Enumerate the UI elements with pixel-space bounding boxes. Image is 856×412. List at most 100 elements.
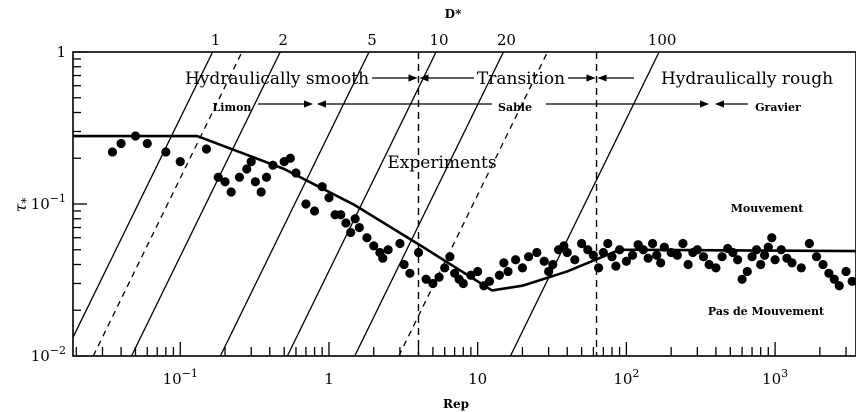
- experiment-point: [692, 245, 702, 255]
- experiment-point: [142, 138, 152, 149]
- experiment-point: [767, 233, 777, 243]
- experiment-point: [428, 278, 438, 289]
- label-mouvement: Mouvement: [731, 202, 805, 215]
- d-star-tick-label: 1: [211, 31, 221, 49]
- d-star-line: [73, 52, 214, 339]
- y-tick-label: 10−2: [31, 344, 66, 365]
- d-star-line: [130, 52, 281, 356]
- arrows: [258, 74, 748, 108]
- experiment-point: [656, 258, 666, 268]
- experiment-point: [378, 253, 388, 263]
- experiment-point: [532, 247, 542, 258]
- experiment-point: [107, 147, 118, 157]
- experiment-point: [824, 268, 834, 278]
- experiment-point: [503, 266, 513, 277]
- experiment-point: [421, 274, 431, 284]
- x-axis-title: Rep: [443, 397, 469, 411]
- experiment-point: [638, 245, 648, 255]
- shields-curve: [73, 134, 856, 292]
- axes: 1 2 5 10 20 100 10−1 1 10 102 103 1 10−1 10−2: [31, 31, 856, 388]
- d-star-line: [219, 52, 370, 356]
- label-sable: Sable: [498, 101, 532, 114]
- experiment-point: [829, 274, 839, 284]
- experiment-point: [383, 245, 393, 255]
- experiment-point: [341, 218, 351, 228]
- experiment-point: [116, 138, 126, 149]
- d-star-line: [354, 52, 505, 356]
- experiment-point: [811, 252, 822, 262]
- experiment-point: [369, 241, 379, 251]
- svg-text:τ*: τ*: [11, 198, 33, 213]
- d-star-tick-label: 5: [367, 31, 377, 49]
- experiment-point: [523, 252, 534, 262]
- experiment-point: [499, 258, 509, 268]
- x-tick-label: 1: [324, 370, 334, 388]
- experiment-point: [627, 250, 638, 260]
- x-tick-label: 102: [613, 367, 639, 388]
- experiment-point: [354, 222, 364, 233]
- experiment-point: [643, 253, 653, 263]
- experiment-point: [405, 268, 415, 278]
- d-star-tick-label: 10: [430, 31, 449, 49]
- y-axis-title-subscript: *: [19, 198, 33, 204]
- experiment-point: [621, 256, 631, 266]
- plot-area: [73, 52, 856, 356]
- experiment-point: [603, 238, 613, 249]
- experiment-point: [213, 172, 223, 182]
- label-hydraulically-smooth: Hydraulically smooth: [185, 69, 369, 89]
- experiment-point: [647, 238, 658, 249]
- experiment-point: [678, 238, 688, 249]
- experiment-point: [336, 210, 346, 220]
- experiment-point: [317, 182, 327, 192]
- label-gravier: Gravier: [755, 101, 801, 114]
- d-star-line: [509, 52, 660, 356]
- experiment-point: [395, 238, 405, 249]
- experiment-point: [770, 255, 780, 265]
- experiment-point: [759, 250, 770, 260]
- experiment-point: [672, 250, 682, 260]
- experiment-point: [242, 164, 252, 174]
- experiment-point: [466, 270, 476, 280]
- experiment-point: [704, 259, 714, 270]
- experiment-point: [583, 245, 593, 255]
- d-star-line: [92, 52, 243, 356]
- experiment-point: [362, 233, 372, 243]
- experiment-point: [226, 187, 236, 197]
- experiment-point: [717, 252, 727, 262]
- experiment-point: [445, 252, 455, 262]
- experiment-point: [324, 193, 334, 203]
- experiment-point: [834, 281, 844, 291]
- x-tick-label: 10−1: [163, 367, 198, 388]
- experiment-point: [250, 177, 260, 187]
- experiment-point: [751, 245, 762, 255]
- experiment-point: [841, 266, 851, 277]
- d-star-line: [286, 52, 437, 356]
- experiment-point: [570, 255, 580, 265]
- y-axis-title: τ*: [11, 198, 33, 213]
- experiment-point: [698, 252, 709, 262]
- experiment-point: [434, 272, 444, 282]
- experiment-point: [201, 144, 212, 154]
- y-tick-label: 10−1: [31, 192, 66, 213]
- experiment-point: [711, 263, 721, 273]
- experiment-point: [742, 266, 752, 277]
- experiment-point: [256, 187, 266, 197]
- experiment-point: [607, 252, 617, 262]
- experiment-point: [659, 242, 669, 252]
- experiment-point: [796, 263, 806, 273]
- experiment-point: [776, 245, 786, 255]
- experiment-point: [747, 252, 757, 262]
- experiment-point: [593, 263, 604, 273]
- y-axis-title-base: τ: [11, 202, 30, 212]
- experiment-point: [484, 276, 495, 286]
- label-pas-de-mouvement: Pas de Mouvement: [708, 305, 825, 318]
- experiment-point: [562, 247, 572, 258]
- experiment-point: [399, 259, 409, 270]
- experiment-point: [458, 278, 468, 289]
- experiment-point: [818, 259, 828, 270]
- experiment-point: [246, 157, 256, 167]
- experiment-point: [234, 172, 245, 182]
- experiment-point: [611, 261, 621, 271]
- label-hydraulically-rough: Hydraulically rough: [661, 69, 833, 89]
- experiment-point: [261, 172, 272, 182]
